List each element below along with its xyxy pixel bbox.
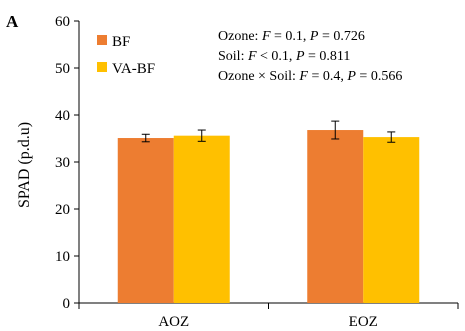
x-tick-label-eoz: EOZ [349, 314, 378, 330]
panel-letter: A [6, 12, 19, 31]
y-axis-title: SPAD (p.d.u) [16, 122, 33, 208]
y-tick-label-30: 30 [55, 155, 70, 171]
legend-label-va-bf: VA-BF [112, 61, 155, 77]
x-tick-label-aoz: AOZ [158, 314, 189, 330]
plot-area: 0 10 20 30 40 50 60 AOZ EOZ BF VA-BF Ozone: F = 0.1… [55, 14, 459, 330]
y-tick-label-20: 20 [55, 202, 70, 218]
bar-eoz-va-bf [363, 137, 420, 303]
y-tick-label-10: 10 [55, 249, 70, 265]
bar-eoz-bf [307, 130, 364, 303]
stat-annotation-3: Ozone × Soil: F = 0.4, P = 0.566 [218, 69, 402, 84]
bar-aoz-va-bf [173, 135, 230, 303]
legend-label-bf: BF [112, 34, 130, 50]
y-tick-label-60: 60 [55, 14, 70, 30]
stat-annotation-1: Ozone: F = 0.1, P = 0.726 [218, 29, 365, 44]
y-tick-label-0: 0 [63, 296, 71, 312]
legend-swatch-bf [97, 35, 107, 45]
y-tick-label-40: 40 [55, 108, 70, 124]
legend-swatch-va-bf [97, 62, 107, 72]
stat-annotation-2: Soil: F < 0.1, P = 0.811 [218, 49, 350, 64]
y-tick-label-50: 50 [55, 61, 70, 77]
bar-aoz-bf [117, 138, 174, 303]
